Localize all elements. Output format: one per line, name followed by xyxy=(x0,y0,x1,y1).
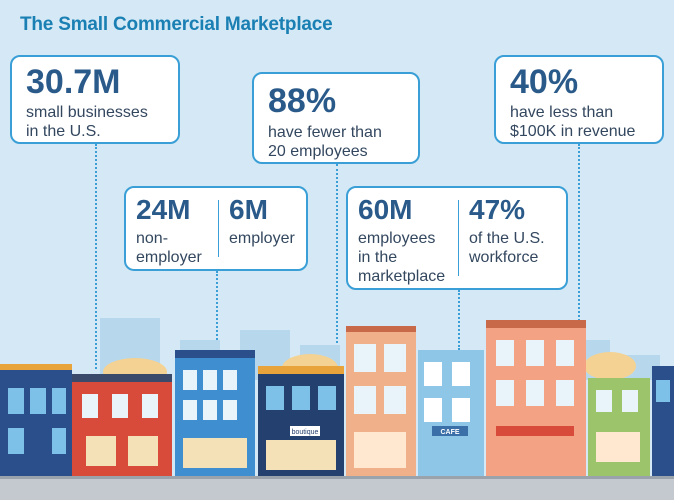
connector-line xyxy=(578,144,580,324)
page-title: The Small Commercial Marketplace xyxy=(20,14,333,35)
building xyxy=(72,374,172,480)
stat-card-revenue: 40% have less than $100K in revenue xyxy=(494,55,664,144)
stat-label-line1: of the U.S. xyxy=(469,230,545,247)
stat-half-employer: 6M employer xyxy=(219,188,308,269)
building xyxy=(486,320,586,480)
stat-label-line1: non- xyxy=(136,230,169,247)
stat-label-line1: small businesses xyxy=(26,104,148,121)
connector-line xyxy=(458,290,460,350)
stat-half-marketplace-employees: 60M employees in the marketplace xyxy=(348,188,458,288)
stat-label-line2: employer xyxy=(136,249,202,266)
stat-card-workforce-split: 60M employees in the marketplace 47% of … xyxy=(346,186,568,290)
stat-value: 40% xyxy=(510,63,579,101)
stat-half-nonemployer: 24M non- employer xyxy=(126,188,218,269)
stat-value: 24M xyxy=(136,194,191,225)
stat-label-line1: employer xyxy=(229,230,295,247)
stat-value: 88% xyxy=(268,82,337,120)
stat-card-employees: 88% have fewer than 20 employees xyxy=(252,72,420,164)
shop-sign-cafe: CAFE xyxy=(440,429,459,436)
stat-value: 30.7M xyxy=(26,63,121,101)
stat-label-line3: marketplace xyxy=(358,268,446,285)
connector-line xyxy=(336,164,338,359)
connector-line xyxy=(95,144,97,369)
building xyxy=(346,326,416,480)
connector-line xyxy=(216,271,218,359)
stat-label-line1: have fewer than xyxy=(268,124,382,141)
stat-label-line2: workforce xyxy=(469,249,539,266)
shop-sign-boutique: boutique xyxy=(292,429,319,436)
stat-label-line1: have less than xyxy=(510,104,614,121)
stat-value: 60M xyxy=(358,194,413,225)
card-divider xyxy=(218,200,219,257)
building: CAFE xyxy=(418,350,484,480)
card-divider xyxy=(458,200,459,276)
building: boutique xyxy=(258,366,344,480)
stat-label-line2: $100K in revenue xyxy=(510,123,636,140)
stat-value: 47% xyxy=(469,194,526,225)
stat-label-line1: employees xyxy=(358,230,436,247)
street-scene-illustration: boutique CAFE xyxy=(0,318,674,500)
building xyxy=(652,366,674,480)
stat-label-line2: in the xyxy=(358,249,398,266)
building xyxy=(588,378,650,480)
stat-half-workforce: 47% of the U.S. workforce xyxy=(459,188,568,288)
building xyxy=(0,364,72,480)
stat-card-employer-split: 24M non- employer 6M employer xyxy=(124,186,308,271)
stat-card-total: 30.7M small businesses in the U.S. xyxy=(10,55,180,144)
stat-label-line2: in the U.S. xyxy=(26,123,101,140)
stat-value: 6M xyxy=(229,194,268,225)
stat-label-line2: 20 employees xyxy=(268,143,368,160)
building xyxy=(175,350,255,480)
